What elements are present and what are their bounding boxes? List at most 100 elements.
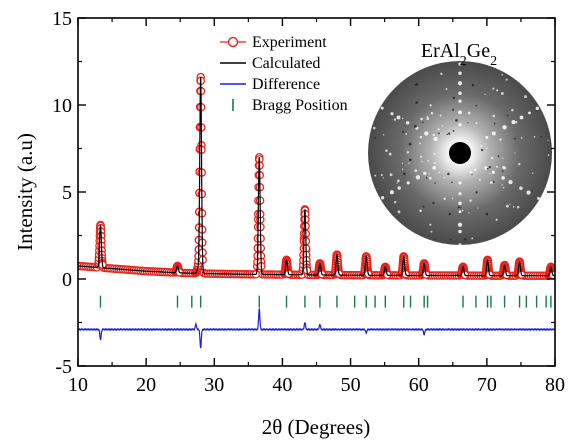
laue-spot — [491, 131, 496, 136]
laue-spot — [461, 209, 464, 212]
laue-spot — [526, 190, 531, 195]
x-tick-label: 30 — [204, 374, 224, 396]
laue-spot — [496, 89, 499, 92]
y-tick-label: 15 — [52, 8, 72, 30]
x-tick-label: 60 — [409, 374, 429, 396]
laue-spot — [502, 186, 505, 189]
laue-spot — [463, 238, 467, 241]
laue-spot — [397, 179, 400, 183]
laue-spot — [380, 196, 385, 200]
laue-spot — [458, 201, 462, 206]
x-tick-label: 70 — [477, 374, 497, 396]
laue-spot — [519, 115, 524, 120]
laue-spot — [451, 181, 453, 184]
laue-spot — [393, 201, 397, 204]
laue-spot — [484, 93, 486, 96]
laue-spot — [449, 238, 452, 241]
laue-spot — [501, 170, 504, 172]
laue-spot — [486, 147, 488, 149]
laue-spot — [414, 84, 417, 86]
laue-spot — [533, 136, 536, 138]
laue-spot — [451, 197, 454, 200]
laue-spot — [427, 159, 430, 162]
laue-spot — [401, 168, 404, 170]
x-tick-label: 10 — [68, 374, 88, 396]
laue-spot — [492, 87, 495, 90]
laue-spot — [520, 136, 523, 139]
laue-spot — [485, 136, 489, 140]
laue-spot — [475, 191, 478, 194]
laue-spot — [434, 238, 436, 241]
laue-spot — [428, 173, 430, 175]
laue-spot — [492, 180, 495, 183]
laue-spot — [419, 142, 421, 145]
laue-spot — [419, 209, 422, 213]
laue-spot — [480, 145, 482, 148]
laue-spot — [440, 72, 443, 76]
axes: 10 20 30 40 50 60 70 80 -5 0 5 10 15 — [52, 8, 565, 396]
laue-spot — [514, 120, 518, 124]
laue-spot — [426, 117, 430, 120]
laue-spot — [434, 182, 436, 184]
laue-spot — [401, 162, 404, 165]
laue-spot — [430, 111, 434, 115]
laue-spot — [390, 112, 394, 116]
laue-spot — [428, 176, 432, 180]
laue-spot — [489, 173, 491, 175]
laue-spot — [458, 181, 462, 185]
laue-spot — [403, 172, 406, 176]
laue-spot — [415, 101, 418, 104]
laue-spot — [518, 162, 521, 166]
laue-spot — [422, 205, 425, 208]
laue-spot — [438, 171, 441, 174]
laue-spot — [469, 199, 472, 202]
laue-spot — [458, 243, 462, 245]
laue-spot — [448, 212, 452, 216]
laue-spot — [448, 132, 451, 135]
laue-spot — [452, 96, 456, 100]
laue-spot — [396, 115, 401, 120]
laue-spot — [468, 212, 470, 214]
calculated-curve — [78, 77, 555, 277]
laue-spot — [457, 222, 463, 227]
laue-spot — [458, 99, 462, 103]
laue-spot — [429, 104, 432, 107]
laue-spot — [374, 136, 377, 139]
laue-spot — [458, 71, 462, 75]
laue-spot — [372, 126, 376, 130]
laue-spot — [458, 192, 462, 196]
laue-spot — [480, 148, 484, 152]
laue-spot — [458, 210, 462, 214]
laue-spot — [486, 167, 489, 170]
laue-spot — [471, 173, 473, 176]
x-tick-label: 40 — [272, 374, 292, 396]
laue-spot — [396, 182, 398, 184]
x-tick-label: 80 — [545, 374, 565, 396]
laue-spot — [432, 166, 436, 169]
laue-spot — [380, 106, 384, 110]
laue-spot — [478, 178, 481, 181]
laue-spot — [382, 177, 384, 179]
laue-spot — [509, 203, 511, 205]
laue-spot — [452, 130, 455, 132]
laue-spot — [452, 108, 455, 111]
laue-spot — [433, 161, 436, 165]
laue-pattern-inset — [368, 61, 552, 245]
laue-spot — [433, 152, 436, 155]
laue-spot — [439, 132, 441, 135]
laue-spot — [420, 155, 423, 158]
laue-spot — [405, 121, 410, 125]
laue-spot — [485, 212, 489, 216]
x-axis-title: 2θ (Degrees) — [262, 415, 371, 439]
laue-spot — [458, 91, 462, 96]
laue-spot — [432, 133, 436, 137]
bragg-ticks — [99, 295, 552, 308]
laue-spot — [511, 108, 514, 112]
laue-spot — [537, 196, 540, 200]
laue-spot — [475, 104, 478, 107]
laue-spot — [380, 174, 383, 177]
laue-spot — [459, 207, 462, 209]
laue-spot — [415, 175, 421, 180]
legend: Experiment Calculated Difference Bragg Posi… — [220, 34, 348, 114]
